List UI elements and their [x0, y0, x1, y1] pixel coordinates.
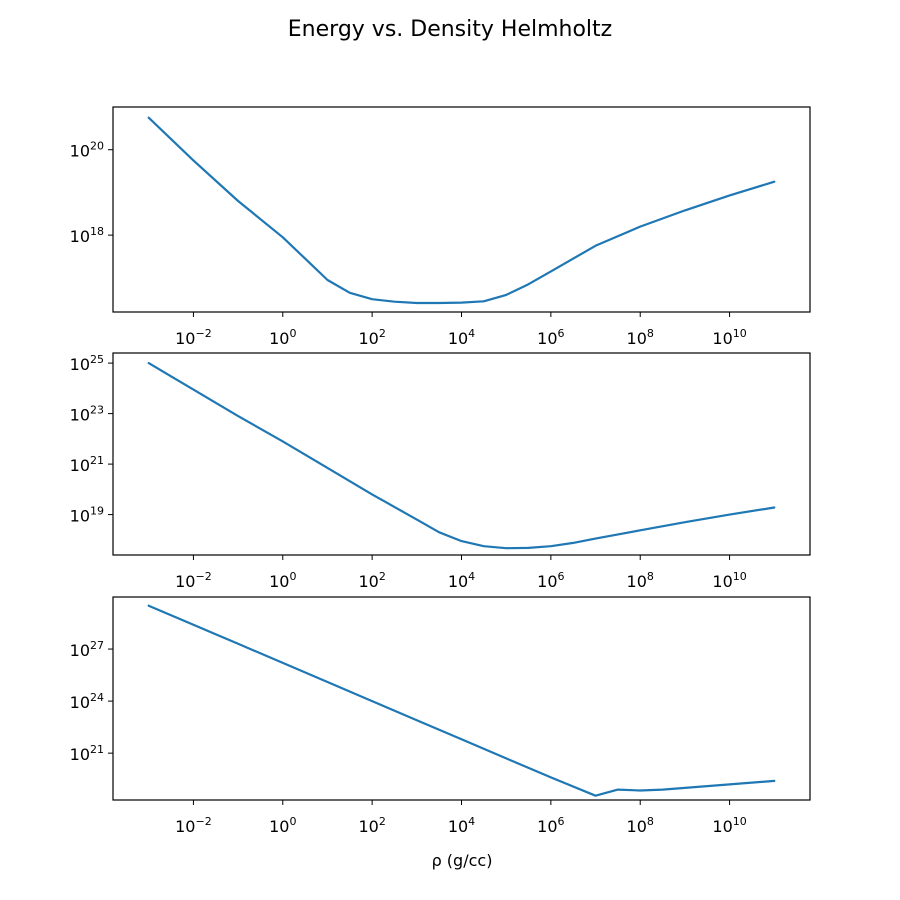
x-tick-label: 108: [627, 327, 654, 348]
x-tick-label: 104: [448, 815, 475, 836]
y-tick-label: 1018: [70, 225, 104, 246]
x-tick-label: 102: [358, 570, 385, 591]
plot-frame: [112, 352, 811, 556]
x-tick-label: 106: [537, 570, 564, 591]
subplot-1: 10−2 100 102 104 106 108 1010 1018 1020: [70, 106, 811, 348]
series-line: [147, 604, 776, 797]
subplot-3: 10−2 100 102 104 106 108 1010 1021 1024 1027: [70, 596, 811, 836]
chart-title: Energy vs. Density Helmholtz: [288, 17, 612, 42]
x-tick-label: 1010: [712, 815, 746, 836]
x-tick-label: 102: [358, 815, 385, 836]
y-tick-label: 1023: [70, 404, 104, 425]
x-tick-label: 100: [269, 327, 296, 348]
y-tick-label: 1021: [70, 743, 104, 764]
y-tick-label: 1027: [70, 639, 104, 660]
x-tick-label: 10−2: [175, 327, 212, 348]
y-tick-label: 1025: [70, 353, 104, 374]
x-tick-label: 100: [269, 815, 296, 836]
x-tick-label: 106: [537, 327, 564, 348]
subplot-2: 10−2 100 102 104 106 108 1010 1019 1021 1023 1025: [70, 352, 811, 591]
x-tick-label: 10−2: [175, 570, 212, 591]
x-tick-label: 102: [358, 327, 385, 348]
y-tick-label: 1019: [70, 505, 104, 526]
x-tick-label: 104: [448, 327, 475, 348]
x-tick-label: 108: [627, 815, 654, 836]
x-tick-label: 1010: [712, 570, 746, 591]
x-axis-label: ρ (g/cc): [432, 851, 493, 870]
x-tick-label: 106: [537, 815, 564, 836]
x-tick-label: 100: [269, 570, 296, 591]
series-line: [147, 116, 776, 305]
x-tick-label: 104: [448, 570, 475, 591]
y-tick-label: 1020: [70, 140, 104, 161]
series-line: [147, 362, 776, 550]
plot-frame: [112, 106, 811, 313]
x-tick-label: 108: [627, 570, 654, 591]
x-tick-label: 10−2: [175, 815, 212, 836]
x-tick-label: 1010: [712, 327, 746, 348]
y-tick-label: 1021: [70, 454, 104, 475]
y-tick-label: 1024: [70, 691, 104, 712]
plot-frame: [112, 596, 811, 801]
